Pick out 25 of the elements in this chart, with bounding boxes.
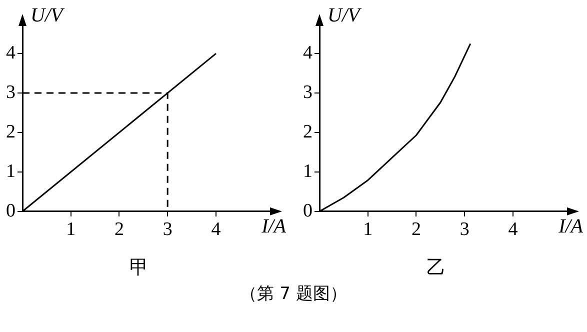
x-axis-title: I/A	[558, 216, 584, 238]
x-tick-label: 3	[460, 218, 470, 240]
x-tick-label: 1	[363, 218, 373, 240]
x-tick-label: 4	[211, 218, 222, 240]
y-tick-label: 0	[303, 200, 312, 222]
y-tick-label: 3	[303, 82, 312, 104]
x-tick-label: 1	[66, 218, 76, 240]
text: （第 7 题图）	[239, 283, 348, 305]
y-tick-label: 0	[6, 200, 16, 222]
y-tick-label: 4	[303, 42, 313, 64]
y-tick-label: 1	[6, 160, 16, 182]
y-tick-label: 3	[6, 82, 16, 104]
text: 乙	[426, 256, 446, 279]
y-tick-label: 2	[6, 121, 16, 142]
y-tick-label: 1	[303, 160, 312, 182]
y-tick-label: 2	[303, 121, 312, 142]
y-axis-title: U/V	[328, 4, 362, 26]
y-axis-title: U/V	[30, 4, 66, 26]
y-tick-label: 4	[6, 42, 16, 64]
text: 甲	[130, 256, 148, 279]
x-tick-label: 3	[162, 218, 172, 240]
x-tick-label: 2	[114, 218, 124, 240]
x-tick-label: 2	[411, 218, 421, 240]
x-tick-label: 4	[508, 218, 518, 240]
x-axis-title: I/A	[260, 216, 287, 238]
